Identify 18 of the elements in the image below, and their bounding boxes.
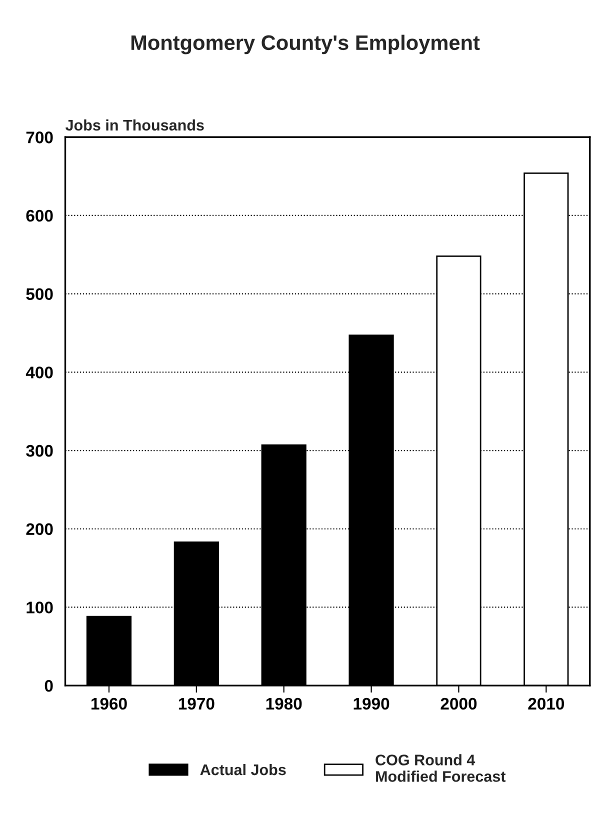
y-tick-label: 700 (26, 132, 53, 144)
y-tick-label: 600 (26, 210, 53, 222)
x-tick-label: 2010 (528, 698, 564, 710)
x-tick-label: 2000 (440, 698, 477, 710)
chart-title: Montgomery County's Employment (131, 34, 480, 54)
x-tick-label: 1970 (178, 698, 214, 710)
y-tick-label: 300 (26, 444, 53, 457)
y-tick-label: 400 (26, 366, 53, 378)
y-tick-label: 0 (44, 680, 53, 692)
x-tick-label: 1990 (354, 698, 390, 710)
y-axis-title: Jobs in Thousands (66, 119, 204, 131)
legend-label: COG Round 4 Modified Forecast (376, 754, 506, 782)
x-tick-label: 1980 (266, 698, 302, 710)
y-tick-label: 100 (26, 602, 53, 614)
y-tick-label: 500 (26, 288, 53, 300)
x-tick-label: 1960 (92, 698, 127, 710)
y-tick-label: 200 (26, 523, 53, 536)
legend-label: Actual Jobs (200, 764, 286, 776)
